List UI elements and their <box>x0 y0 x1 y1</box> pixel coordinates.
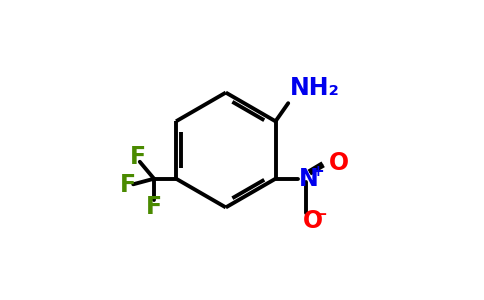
Text: NH₂: NH₂ <box>289 76 340 100</box>
Text: F: F <box>121 173 136 197</box>
Text: O: O <box>302 209 323 233</box>
Text: F: F <box>130 145 146 169</box>
Text: N: N <box>299 167 319 191</box>
Text: F: F <box>146 195 162 219</box>
Text: +: + <box>311 164 324 179</box>
Text: O: O <box>329 151 348 175</box>
Text: −: − <box>315 207 327 222</box>
